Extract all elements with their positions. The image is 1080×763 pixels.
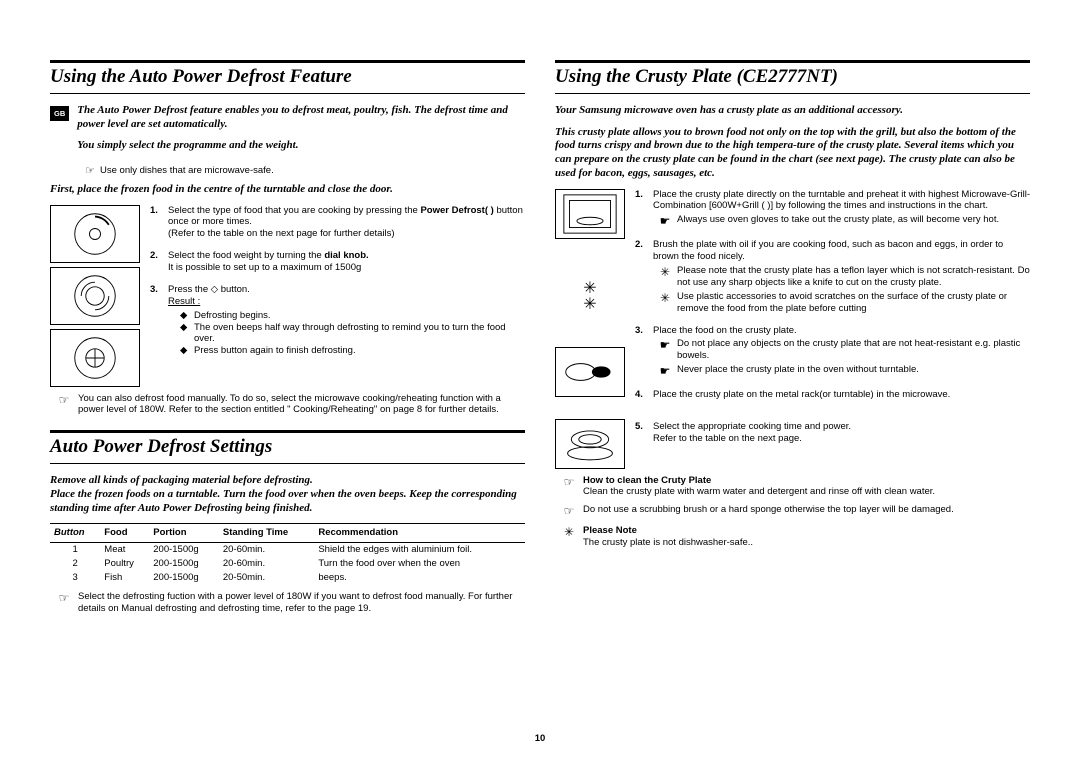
snowflake-icon: ✳	[653, 291, 677, 315]
intro-row: GB The Auto Power Defrost feature enable…	[50, 104, 525, 161]
info-icon: ☞	[50, 393, 78, 408]
info-icon: ☞	[555, 504, 583, 519]
no-scrub-note: ☞ Do not use a scrubbing brush or a hard…	[555, 504, 1030, 519]
crusty-step-list: 1. Place the crusty plate directly on th…	[635, 189, 1030, 469]
rack-illustration	[555, 419, 625, 469]
hand-icon: ☛	[653, 338, 677, 362]
snowflake-icon: ✳	[653, 265, 677, 289]
snowflake-icon-group: ✳✳	[555, 277, 625, 317]
hand-icon: ☛	[653, 214, 677, 229]
dial-illustration-2	[50, 267, 140, 325]
plate-illustration	[555, 347, 625, 397]
crusty-step-4: 4. Place the crusty plate on the metal r…	[635, 389, 1030, 401]
step-3: 3. Press the ◇ button. Result : ◆Defrost…	[150, 284, 525, 357]
intro-paragraph-1: The Auto Power Defrost feature enables y…	[77, 104, 525, 132]
diamond-icon: ◆	[180, 322, 194, 346]
hand-icon: ☛	[653, 364, 677, 379]
please-note: ✳ Please Note The crusty plate is not di…	[555, 525, 1030, 549]
crusty-intro-2: This crusty plate allows you to brown fo…	[555, 126, 1030, 181]
intro-paragraph-3: First, place the frozen food in the cent…	[50, 183, 525, 197]
left-column: Using the Auto Power Defrost Feature GB …	[50, 60, 525, 615]
oven-illustration	[555, 189, 625, 239]
table-row: 3 Fish 200-1500g 20-50min. beeps.	[50, 571, 525, 585]
info-icon: ☞	[555, 475, 583, 490]
dial-illustration-1	[50, 205, 140, 263]
crusty-step-3: 3. Place the food on the crusty plate. ☛…	[635, 325, 1030, 380]
language-badge: GB	[50, 106, 69, 121]
defrost-settings-table: Button Food Portion Standing Time Recomm…	[50, 523, 525, 585]
clean-note: ☞ How to clean the Cruty Plate Clean the…	[555, 475, 1030, 499]
table-row: 1 Meat 200-1500g 20-60min. Shield the ed…	[50, 543, 525, 557]
section-title-defrost-settings: Auto Power Defrost Settings	[50, 430, 525, 464]
table-row: 2 Poultry 200-1500g 20-60min. Turn the f…	[50, 557, 525, 571]
crusty-step-2: 2. Brush the plate with oil if you are c…	[635, 239, 1030, 314]
crusty-step-1: 1. Place the crusty plate directly on th…	[635, 189, 1030, 230]
crusty-illustrations: ✳✳	[555, 189, 625, 469]
bottom-note: ☞ Select the defrosting fuction with a p…	[50, 591, 525, 615]
start-icon: ◇	[211, 284, 218, 295]
section-title-defrost-feature: Using the Auto Power Defrost Feature	[50, 60, 525, 94]
section-title-crusty-plate: Using the Crusty Plate (CE2777NT)	[555, 60, 1030, 94]
right-column: Using the Crusty Plate (CE2777NT) Your S…	[555, 60, 1030, 615]
diamond-icon: ◆	[180, 345, 194, 357]
snowflake-icon: ✳	[555, 525, 583, 540]
crusty-steps: ✳✳ 1. Place the crusty plate directly on…	[555, 189, 1030, 469]
step-1: 1. Select the type of food that you are …	[150, 205, 525, 241]
dial-illustration-3	[50, 329, 140, 387]
illustration-column	[50, 205, 140, 387]
info-icon: ☞	[80, 165, 100, 179]
intro-paragraph-2: You simply select the programme and the …	[77, 139, 525, 153]
manual-defrost-note: ☞ You can also defrost food manually. To…	[50, 393, 525, 417]
diamond-icon: ◆	[180, 310, 194, 322]
step-list: 1. Select the type of food that you are …	[150, 205, 525, 387]
safety-note: ☞ Use only dishes that are microwave-saf…	[80, 165, 525, 179]
crusty-intro-1: Your Samsung microwave oven has a crusty…	[555, 104, 1030, 118]
defrost-steps: 1. Select the type of food that you are …	[50, 205, 525, 387]
page-number: 10	[0, 733, 1080, 745]
settings-intro: Remove all kinds of packaging material b…	[50, 474, 525, 515]
info-icon: ☞	[50, 591, 78, 606]
crusty-step-5: 5. Select the appropriate cooking time a…	[635, 421, 1030, 445]
step-2: 2. Select the food weight by turning the…	[150, 250, 525, 274]
